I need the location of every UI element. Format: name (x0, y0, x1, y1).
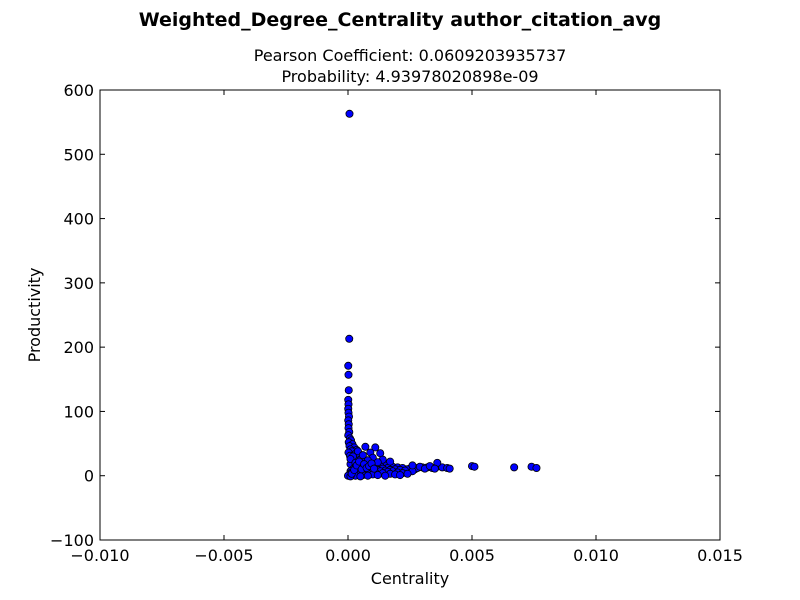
data-point (373, 471, 382, 480)
y-tick-label: 300 (63, 274, 94, 293)
data-point (371, 443, 380, 452)
y-tick-label: 0 (84, 467, 94, 486)
y-tick-label: 200 (63, 338, 94, 357)
data-point (344, 361, 353, 370)
data-point (510, 463, 519, 472)
x-tick-label: 0.010 (573, 546, 619, 565)
data-point (532, 463, 541, 472)
y-tick-label: 600 (63, 81, 94, 100)
x-tick-label: 0.005 (449, 546, 495, 565)
data-point (408, 461, 417, 470)
x-tick-label: −0.005 (194, 546, 253, 565)
data-point (396, 471, 405, 480)
data-point (356, 472, 365, 481)
x-axis-label: Centrality (371, 569, 449, 588)
x-tick-label: 0.000 (325, 546, 371, 565)
data-point (345, 334, 354, 343)
axis-ticks-group: −0.010 −0.005 0.000 0.005 0.010 0.015 −100 0 100… (50, 81, 743, 565)
data-point (358, 451, 367, 460)
data-point (386, 457, 395, 466)
chart-title: Weighted_Degree_Centrality author_citati… (138, 9, 662, 31)
y-tick-label: −100 (50, 531, 94, 550)
data-point (363, 471, 372, 480)
plot-frame (99, 89, 721, 541)
data-point (430, 464, 439, 473)
data-point (381, 471, 390, 480)
data-point (345, 109, 354, 118)
chart-subtitle-probability: Probability: 4.93978020898e-09 (281, 67, 539, 86)
x-tick-label: 0.015 (697, 546, 743, 565)
y-axis-label: Productivity (25, 268, 44, 363)
data-point (445, 464, 454, 473)
data-point (370, 464, 379, 473)
data-point (344, 386, 353, 395)
data-point (361, 442, 370, 451)
data-point (403, 469, 412, 478)
y-tick-label: 100 (63, 402, 94, 421)
y-tick-label: 500 (63, 145, 94, 164)
y-tick-label: 400 (63, 210, 94, 229)
data-point (470, 462, 479, 471)
data-points-group (343, 109, 541, 481)
chart-subtitle-pearson: Pearson Coefficient: 0.0609203935737 (253, 46, 567, 65)
x-tick-label: −0.010 (70, 546, 129, 565)
data-point (344, 370, 353, 379)
